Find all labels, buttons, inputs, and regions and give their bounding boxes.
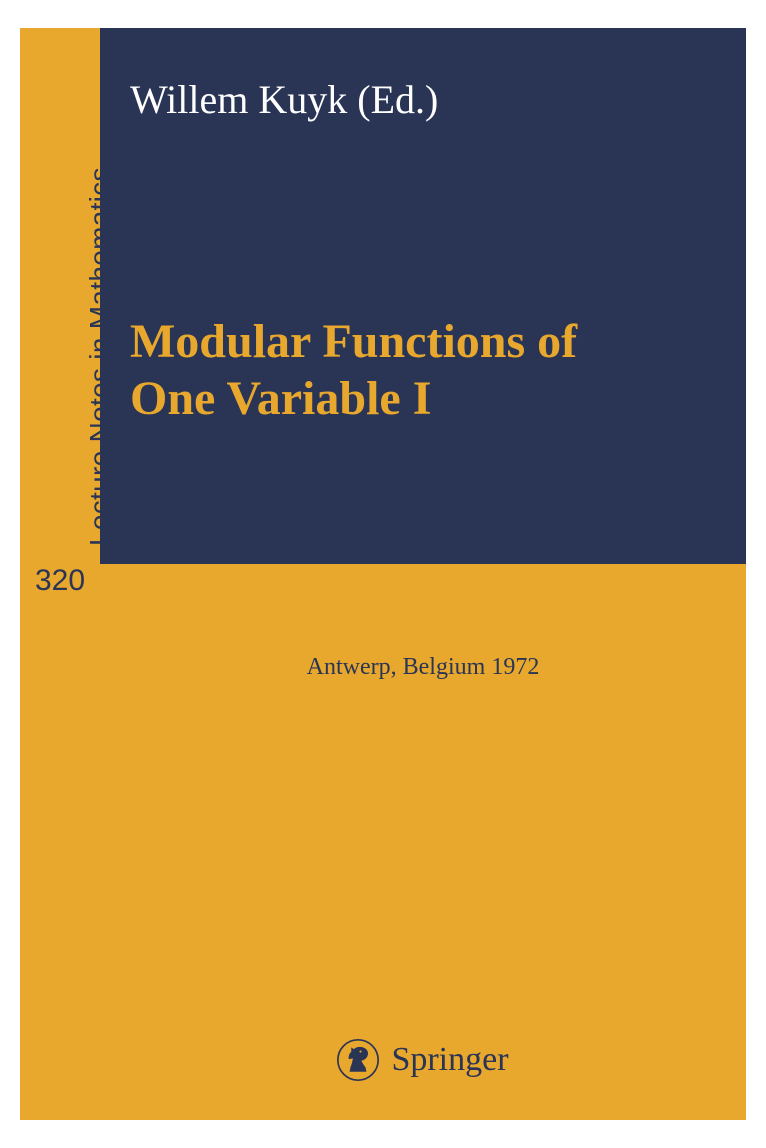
header-panel: Willem Kuyk (Ed.) Modular Functions of O…: [100, 28, 746, 564]
conference-subtitle: Antwerp, Belgium 1972: [100, 654, 746, 681]
chess-knight-icon: [337, 1039, 379, 1081]
editor-name: Willem Kuyk (Ed.): [130, 76, 438, 123]
volume-number: 320: [20, 564, 100, 598]
publisher-name: Springer: [391, 1041, 508, 1079]
book-title: Modular Functions of One Variable I: [130, 314, 706, 427]
title-line-2: One Variable I: [130, 371, 706, 428]
body-panel: Antwerp, Belgium 1972 Springer: [100, 564, 746, 1120]
publisher-block: Springer: [100, 1039, 746, 1086]
book-cover: Lecture Notes in Mathematics 320 Willem …: [20, 28, 746, 1120]
page-frame: Lecture Notes in Mathematics 320 Willem …: [0, 0, 766, 1148]
title-line-1: Modular Functions of: [130, 314, 706, 371]
spine-strip: Lecture Notes in Mathematics 320: [20, 28, 100, 1120]
